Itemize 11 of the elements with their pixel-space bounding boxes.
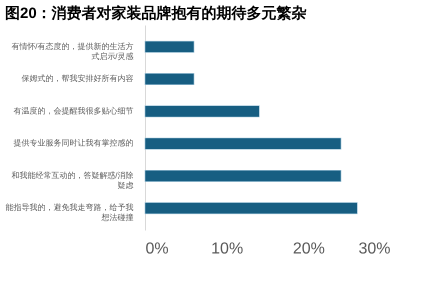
y-tick-label: 保姆式的，帮我安排好所有内容 xyxy=(22,74,134,84)
x-tick-label: 30% xyxy=(358,240,390,258)
y-tick-label: 有情怀/有态度的，提供新的生活方式启示/灵感 xyxy=(11,42,134,61)
x-tick-label: 20% xyxy=(292,240,325,258)
y-tick-label: 能指导我的，避免我走弯路，给予我想法碰撞 xyxy=(6,203,134,222)
y-tick-label: 有温度的，会提醒我很多贴心细节 xyxy=(14,106,134,116)
x-tick-label: 0% xyxy=(146,240,169,258)
y-tick-label: 提供专业服务同时让我有掌控感的 xyxy=(14,138,134,148)
x-tick-label: 10% xyxy=(211,240,244,258)
chart-title: 图20：消费者对家装品牌抱有的期待多元繁杂 xyxy=(5,4,307,22)
y-tick-label: 和我能经常互动的，答疑解惑/消除疑虑 xyxy=(11,170,134,190)
